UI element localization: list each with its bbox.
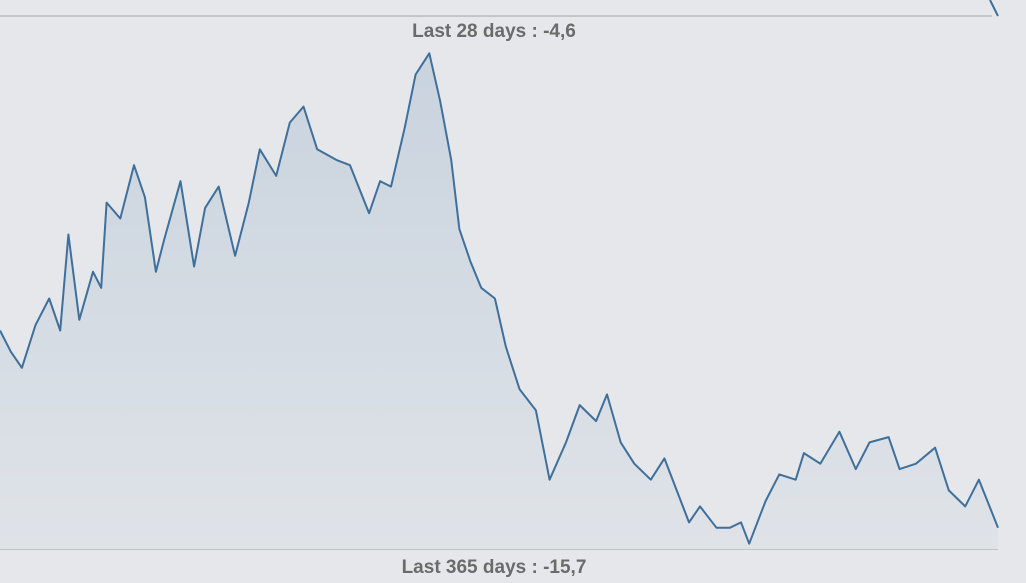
previous-chart-edge — [989, 0, 999, 17]
bottom-label: Last 365 days : -15,7 — [402, 557, 587, 578]
top-label: Last 28 days : -4,6 — [412, 21, 576, 42]
line — [0, 52, 999, 545]
area — [0, 53, 998, 550]
